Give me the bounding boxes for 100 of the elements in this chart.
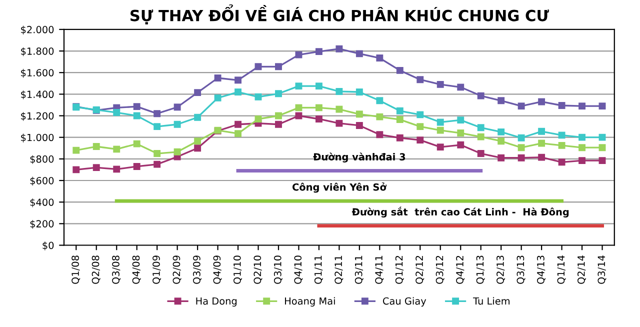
- legend-label: Hoang Mai: [285, 297, 335, 307]
- point: [477, 150, 484, 157]
- point: [336, 106, 343, 113]
- legend-label: Ha Dong: [196, 297, 237, 307]
- x-tick-label: Q4/08: [132, 256, 141, 284]
- x-tick-label: Q3/09: [193, 256, 202, 284]
- x-tick-label: Q3/08: [112, 256, 121, 284]
- point: [376, 113, 384, 120]
- point: [133, 140, 140, 148]
- point: [498, 138, 505, 145]
- point: [315, 82, 322, 90]
- point: [194, 138, 202, 145]
- x-tick-label: Q1/10: [233, 256, 242, 284]
- point: [214, 74, 222, 82]
- point: [234, 130, 242, 138]
- point: [477, 124, 484, 132]
- point: [598, 144, 606, 152]
- point: [416, 136, 424, 144]
- point: [295, 112, 302, 120]
- point: [558, 132, 566, 139]
- x-tick-label: Q2/13: [496, 256, 506, 284]
- annotation: Đường sắt trên cao Cát Linh - Hà Đông: [352, 206, 569, 218]
- point: [518, 144, 525, 152]
- point: [436, 144, 444, 151]
- point: [498, 128, 505, 136]
- point: [254, 116, 262, 122]
- x-tick-label: Q4/12: [456, 256, 465, 284]
- point: [254, 93, 262, 100]
- point: [416, 123, 424, 130]
- point: [518, 154, 525, 162]
- point: [154, 110, 161, 118]
- point: [92, 143, 100, 150]
- point: [376, 54, 384, 62]
- x-tick-label: Q1/09: [152, 256, 162, 284]
- point: [133, 163, 140, 170]
- point: [133, 112, 140, 120]
- point: [477, 92, 484, 100]
- point: [457, 141, 464, 148]
- x-tick-label: Q3/13: [516, 256, 526, 284]
- point: [275, 120, 282, 128]
- x-tick-label: Q3/12: [436, 256, 444, 284]
- point: [234, 76, 242, 84]
- x-tick-label: Q2/10: [254, 256, 262, 284]
- point: [113, 146, 120, 153]
- x-tick-label: Q1/08: [72, 256, 80, 284]
- x-tick-label: Q4/09: [213, 256, 222, 284]
- y-tick-label: $200: [30, 220, 54, 229]
- y-tick-label: $400: [30, 198, 54, 208]
- point: [457, 84, 464, 91]
- point: [113, 166, 120, 173]
- point: [234, 88, 242, 96]
- point: [194, 89, 202, 96]
- point: [336, 88, 343, 95]
- point: [396, 66, 404, 74]
- point: [558, 158, 566, 166]
- point: [174, 120, 181, 128]
- point: [154, 160, 161, 168]
- point: [578, 157, 586, 164]
- point: [598, 157, 606, 164]
- point: [356, 88, 363, 96]
- point: [598, 134, 606, 141]
- point: [194, 144, 202, 152]
- x-tick-label: Q1/14: [557, 256, 566, 284]
- point: [356, 50, 363, 58]
- point: [396, 134, 404, 142]
- x-tick-label: Q4/10: [294, 256, 303, 284]
- point: [113, 109, 120, 116]
- y-tick-label: $1.800: [21, 47, 54, 56]
- point: [315, 48, 322, 56]
- point: [315, 104, 322, 112]
- point: [436, 80, 444, 88]
- point: [558, 102, 566, 109]
- point: [416, 111, 424, 118]
- point: [396, 116, 404, 124]
- point: [498, 154, 505, 162]
- point: [436, 126, 444, 134]
- x-tick-label: Q1/13: [476, 256, 485, 284]
- legend-label: Tu Liem: [473, 297, 510, 305]
- chart-title: SỰ THAY ĐỔI VỀ GIÁ CHO PHÂN KHÚC CHUNG CƯ: [130, 4, 549, 24]
- x-tick-label: Q3/10: [274, 256, 282, 284]
- point: [275, 112, 282, 120]
- point: [578, 144, 586, 152]
- annotation: Công viên Yên Sở: [292, 182, 387, 193]
- point: [154, 150, 161, 157]
- point: [72, 146, 80, 154]
- point: [295, 82, 302, 90]
- annotation: Đường vànhđai 3: [313, 152, 406, 162]
- y-tick-label: $1.600: [21, 68, 54, 78]
- y-tick-label: $1.400: [21, 90, 54, 100]
- legend-label: Cau Giay: [382, 297, 426, 307]
- point: [295, 104, 302, 112]
- x-tick-label: Q2/09: [172, 256, 182, 284]
- point: [92, 164, 100, 172]
- point: [214, 94, 222, 102]
- point: [154, 123, 161, 130]
- x-tick-label: Q3/11: [354, 256, 364, 284]
- x-tick-label: Q4/13: [537, 256, 546, 284]
- point: [254, 63, 262, 70]
- x-tick-label: Q2/08: [92, 256, 100, 284]
- point: [558, 142, 566, 149]
